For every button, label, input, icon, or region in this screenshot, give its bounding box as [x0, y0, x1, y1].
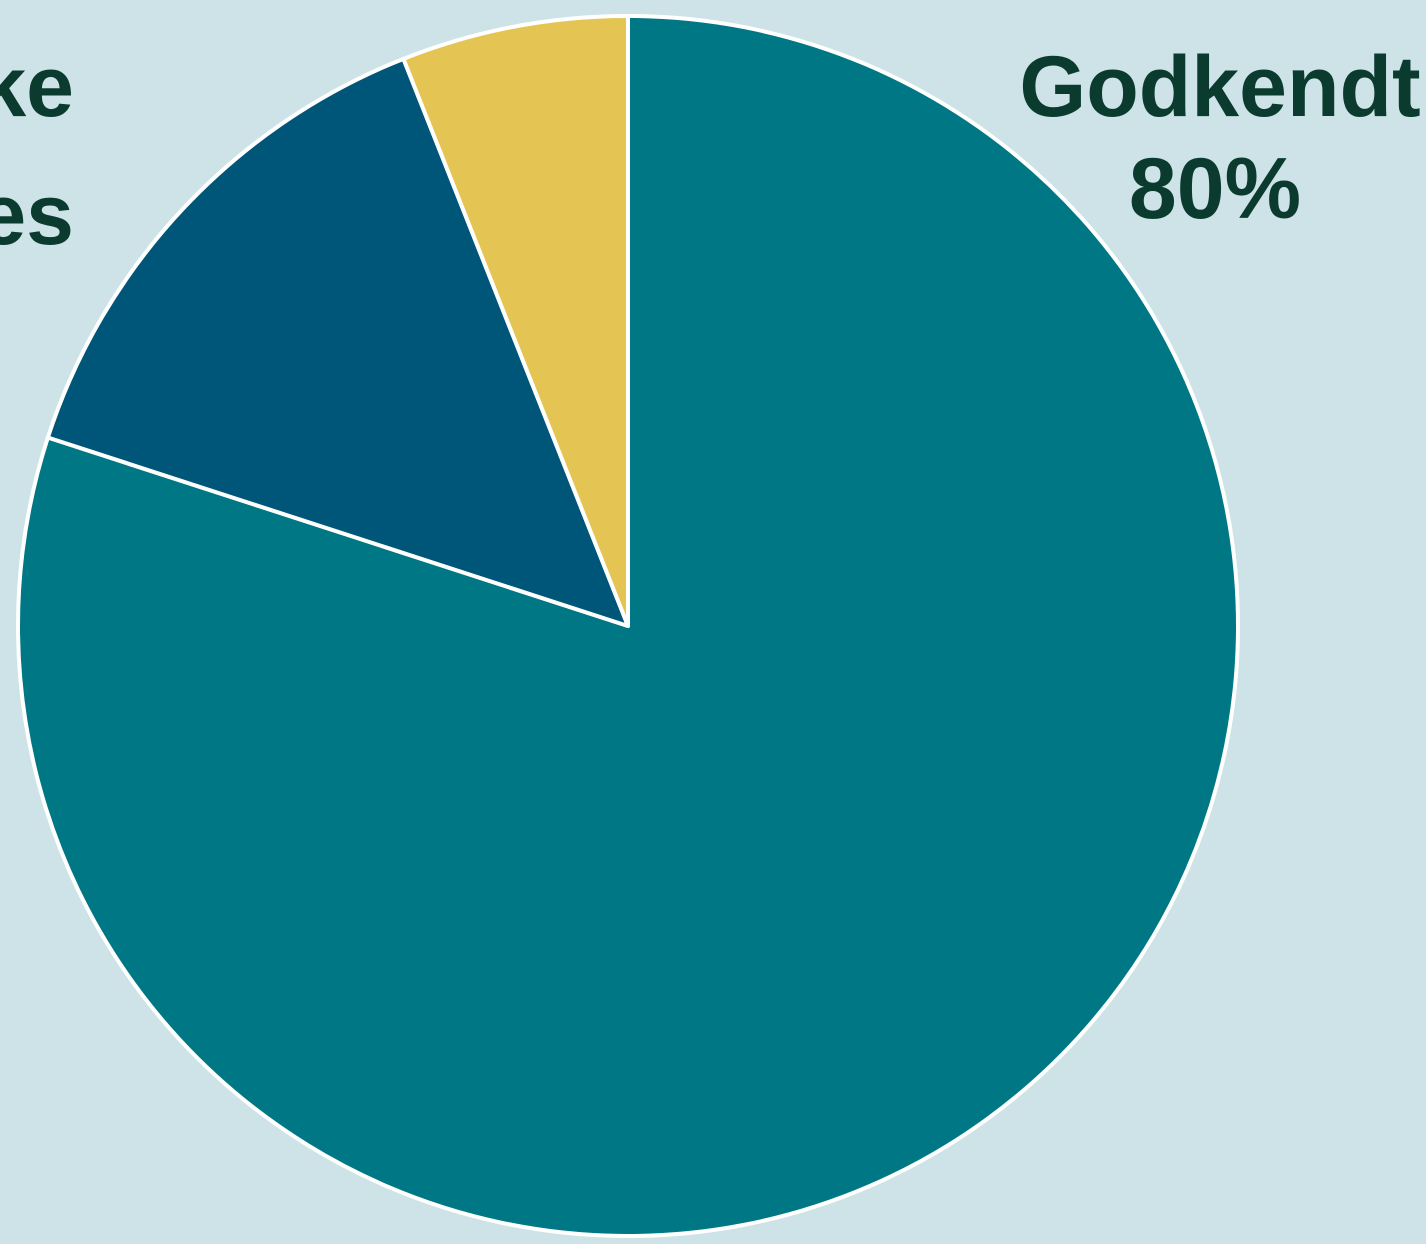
- slice-label-godkendt: Godkendt: [1019, 39, 1420, 135]
- pie-slices: [16, 14, 1240, 1238]
- pie-slice-3: [401, 14, 630, 628]
- slice-value-godkendt: 80%: [1129, 141, 1301, 237]
- pie-slice-2: [45, 56, 630, 628]
- cropped-label-line-1: ke: [0, 39, 74, 135]
- cropped-label-line-2: es: [0, 167, 74, 263]
